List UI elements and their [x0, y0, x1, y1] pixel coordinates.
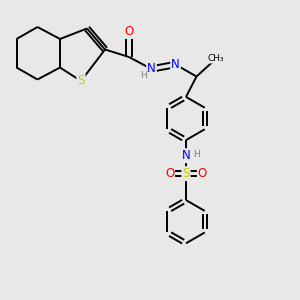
Text: CH₃: CH₃ — [207, 54, 224, 63]
Text: S: S — [182, 167, 190, 180]
Text: O: O — [165, 167, 174, 180]
Text: O: O — [124, 25, 134, 38]
Text: H: H — [140, 71, 146, 80]
Text: N: N — [171, 58, 180, 71]
Text: O: O — [198, 167, 207, 180]
Text: N: N — [147, 62, 156, 76]
Text: S: S — [77, 74, 85, 88]
Text: N: N — [182, 149, 190, 162]
Text: H: H — [193, 150, 200, 159]
